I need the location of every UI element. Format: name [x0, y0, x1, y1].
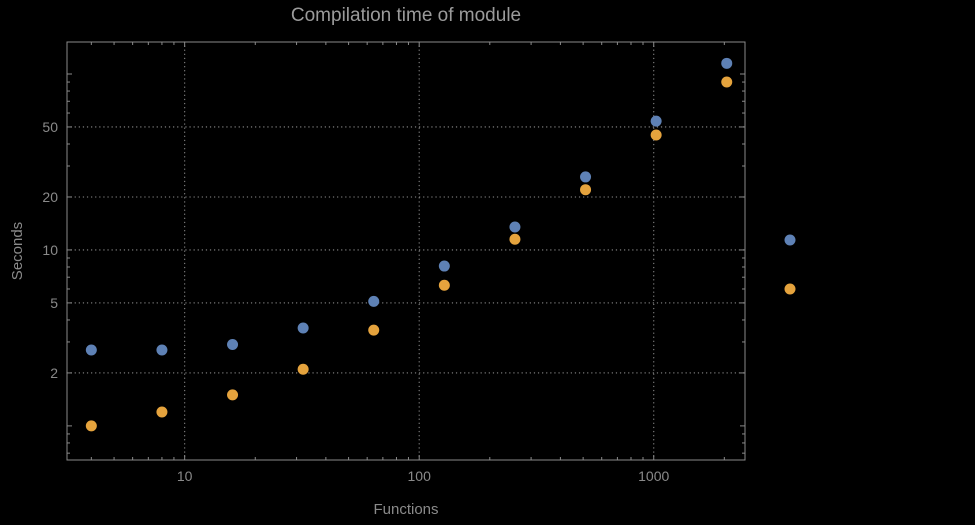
- y-tick-label: 20: [42, 189, 58, 205]
- x-tick-label: 10: [177, 468, 193, 484]
- data-point-series-blue: [438, 260, 450, 272]
- y-tick-label: 10: [42, 242, 58, 258]
- data-point-series-blue: [85, 344, 97, 356]
- data-point-series-blue: [580, 171, 592, 183]
- data-point-series-blue: [227, 339, 239, 351]
- x-axis-label: Functions: [373, 501, 439, 518]
- x-tick-label: 100: [408, 468, 432, 484]
- data-point-series-blue: [156, 344, 168, 356]
- data-point-series-orange: [650, 129, 662, 141]
- data-point-series-orange: [509, 233, 521, 245]
- data-point-series-orange: [580, 184, 592, 196]
- data-point-series-orange: [438, 279, 450, 291]
- plot-frame: [66, 41, 746, 461]
- y-tick-label: 2: [50, 365, 58, 381]
- data-point-series-blue: [650, 115, 662, 127]
- legend-marker-series-blue: [784, 234, 796, 246]
- data-point-series-orange: [721, 76, 733, 88]
- data-point-series-orange: [85, 420, 97, 432]
- x-tick-label: 1000: [638, 468, 669, 484]
- data-point-series-orange: [156, 406, 168, 418]
- chart-title: Compilation time of module: [290, 5, 522, 26]
- data-point-series-blue: [297, 322, 309, 334]
- data-point-series-orange: [368, 324, 380, 336]
- data-point-series-blue: [368, 295, 380, 307]
- data-point-series-blue: [509, 221, 521, 233]
- y-tick-label: 5: [50, 295, 58, 311]
- data-point-series-blue: [721, 57, 733, 69]
- data-point-series-orange: [227, 389, 239, 401]
- legend-marker-series-orange: [784, 283, 796, 295]
- data-point-series-orange: [297, 363, 309, 375]
- y-tick-label: 50: [42, 119, 58, 135]
